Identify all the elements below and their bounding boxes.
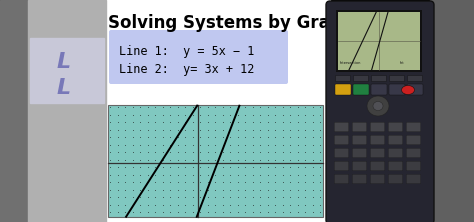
FancyBboxPatch shape <box>388 148 403 158</box>
FancyBboxPatch shape <box>406 148 421 158</box>
Text: Intersection: Intersection <box>340 61 361 65</box>
FancyBboxPatch shape <box>352 135 367 145</box>
FancyBboxPatch shape <box>407 84 423 95</box>
Text: Line 2:  y= 3x + 12: Line 2: y= 3x + 12 <box>119 63 255 76</box>
FancyBboxPatch shape <box>109 30 288 84</box>
FancyBboxPatch shape <box>372 75 386 81</box>
Ellipse shape <box>373 101 383 111</box>
FancyBboxPatch shape <box>408 75 422 81</box>
FancyBboxPatch shape <box>334 161 349 171</box>
FancyBboxPatch shape <box>406 135 421 145</box>
FancyBboxPatch shape <box>352 174 367 184</box>
Text: L: L <box>56 78 70 98</box>
FancyBboxPatch shape <box>406 122 421 132</box>
FancyBboxPatch shape <box>390 75 404 81</box>
Bar <box>0 0 28 222</box>
FancyBboxPatch shape <box>371 84 387 95</box>
Bar <box>30 38 104 103</box>
FancyBboxPatch shape <box>388 135 403 145</box>
FancyBboxPatch shape <box>389 84 405 95</box>
Text: Solving Systems by Graphing: Solving Systems by Graphing <box>108 14 383 32</box>
FancyBboxPatch shape <box>370 122 385 132</box>
Text: L: L <box>56 52 70 72</box>
Bar <box>28 0 106 222</box>
FancyBboxPatch shape <box>336 75 350 81</box>
FancyBboxPatch shape <box>352 148 367 158</box>
FancyBboxPatch shape <box>406 174 421 184</box>
FancyBboxPatch shape <box>406 161 421 171</box>
Bar <box>338 12 420 70</box>
FancyBboxPatch shape <box>370 161 385 171</box>
Ellipse shape <box>367 96 389 116</box>
FancyBboxPatch shape <box>370 148 385 158</box>
Bar <box>430 0 474 222</box>
Text: Int: Int <box>400 61 405 65</box>
FancyBboxPatch shape <box>388 122 403 132</box>
FancyBboxPatch shape <box>354 75 368 81</box>
FancyBboxPatch shape <box>370 174 385 184</box>
Bar <box>106 0 330 222</box>
FancyBboxPatch shape <box>388 174 403 184</box>
FancyBboxPatch shape <box>334 135 349 145</box>
FancyBboxPatch shape <box>335 84 351 95</box>
FancyBboxPatch shape <box>334 122 349 132</box>
FancyBboxPatch shape <box>370 135 385 145</box>
FancyBboxPatch shape <box>388 161 403 171</box>
FancyBboxPatch shape <box>353 84 369 95</box>
Text: Line 1:  y = 5x − 1: Line 1: y = 5x − 1 <box>119 45 255 58</box>
FancyBboxPatch shape <box>334 174 349 184</box>
FancyBboxPatch shape <box>352 161 367 171</box>
FancyBboxPatch shape <box>334 148 349 158</box>
FancyBboxPatch shape <box>352 122 367 132</box>
Ellipse shape <box>401 85 414 95</box>
Bar <box>336 10 422 72</box>
FancyBboxPatch shape <box>326 1 434 222</box>
Bar <box>108 105 323 217</box>
